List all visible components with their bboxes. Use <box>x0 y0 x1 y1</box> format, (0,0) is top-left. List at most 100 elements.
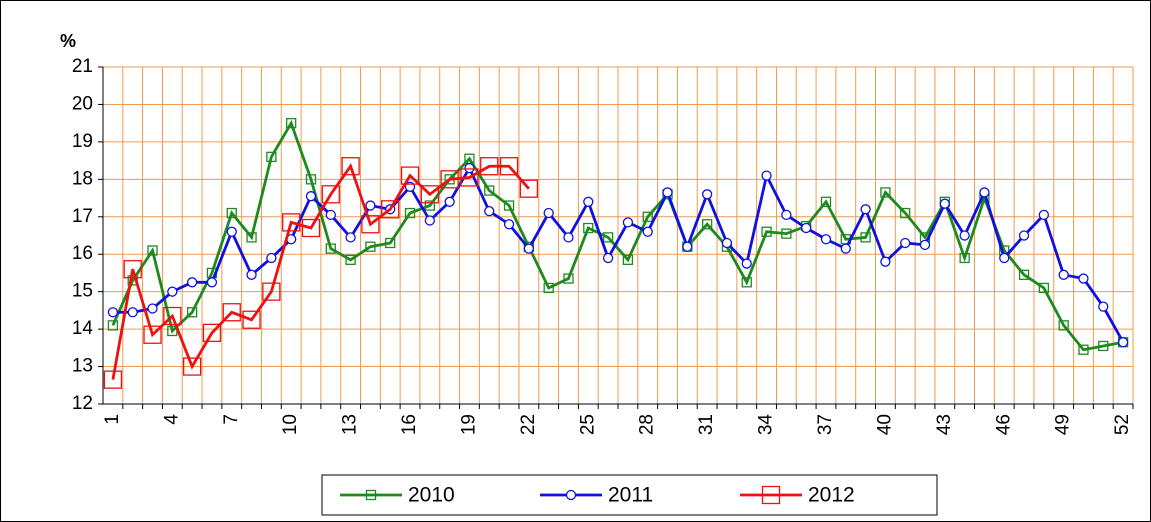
point <box>583 196 594 207</box>
y-tick-label: 17 <box>72 206 93 227</box>
point <box>860 204 871 215</box>
point <box>642 211 653 222</box>
point <box>325 243 336 254</box>
point <box>365 489 377 501</box>
point <box>860 232 871 243</box>
point <box>642 226 653 237</box>
point <box>345 232 356 243</box>
point <box>1098 301 1109 312</box>
point <box>381 200 400 219</box>
legend-label: 2012 <box>808 484 855 507</box>
point <box>147 245 158 256</box>
y-tick-label: 20 <box>72 93 93 114</box>
point <box>206 277 218 288</box>
x-tick-label: 46 <box>993 414 1014 435</box>
point <box>761 226 772 237</box>
x-tick-label: 13 <box>340 414 361 435</box>
point <box>246 232 257 243</box>
point <box>305 174 317 185</box>
point <box>979 187 990 198</box>
legend-label: 2011 <box>608 484 653 507</box>
point <box>1098 340 1109 352</box>
point <box>682 241 693 252</box>
point <box>266 151 277 163</box>
y-tick-label: 12 <box>72 393 93 414</box>
point <box>1058 269 1069 280</box>
point <box>583 222 594 234</box>
point <box>1078 344 1089 355</box>
point <box>480 157 499 176</box>
point <box>781 209 792 221</box>
x-tick-label: 34 <box>756 414 777 436</box>
series-line <box>111 163 530 380</box>
x-tick-label: 16 <box>399 414 420 435</box>
series-line <box>111 119 1124 352</box>
point <box>484 206 495 217</box>
x-tick-label: 22 <box>518 414 539 435</box>
point <box>484 185 495 196</box>
point <box>900 237 911 249</box>
point <box>127 307 138 318</box>
x-tick-label: 10 <box>280 414 301 435</box>
point <box>242 310 261 329</box>
point <box>543 207 554 219</box>
point <box>840 243 851 254</box>
point <box>563 273 574 284</box>
point <box>107 320 119 331</box>
point <box>622 217 634 228</box>
point <box>226 226 237 237</box>
y-tick-label: 19 <box>72 131 93 152</box>
x-tick-label: 7 <box>221 414 242 425</box>
x-tick-label: 31 <box>696 414 717 435</box>
y-tick-label: 16 <box>72 243 93 264</box>
point <box>503 200 515 211</box>
point <box>341 157 360 176</box>
x-tick-label: 49 <box>1053 414 1074 435</box>
x-tick-label: 25 <box>577 414 598 435</box>
point <box>321 185 340 204</box>
y-tick-label: 14 <box>72 318 94 339</box>
legend-label: 2010 <box>408 484 455 507</box>
point <box>167 286 178 297</box>
point <box>523 243 535 254</box>
x-tick-label: 19 <box>458 414 479 435</box>
point <box>464 162 475 174</box>
point <box>305 191 317 202</box>
point <box>186 307 198 318</box>
point <box>385 237 396 249</box>
point <box>400 166 420 185</box>
point <box>820 234 832 245</box>
point <box>1018 230 1030 241</box>
point <box>939 198 950 209</box>
point <box>123 260 142 279</box>
point <box>361 215 380 234</box>
point <box>282 213 301 232</box>
point <box>721 237 733 249</box>
point <box>959 230 970 241</box>
point <box>202 323 222 343</box>
point <box>262 282 281 301</box>
point <box>741 258 752 269</box>
point <box>420 185 439 204</box>
point <box>226 207 237 219</box>
y-tick-label: 15 <box>72 281 93 302</box>
point <box>801 222 812 234</box>
y-tick-label: 18 <box>72 168 93 189</box>
x-tick-label: 43 <box>934 414 955 435</box>
point <box>563 232 574 243</box>
point <box>404 207 416 219</box>
point <box>1078 273 1089 284</box>
point <box>543 282 554 294</box>
point <box>440 170 459 189</box>
point <box>1058 320 1069 331</box>
point <box>1038 209 1050 221</box>
point <box>503 219 515 230</box>
point <box>424 215 435 226</box>
point <box>186 277 198 288</box>
point <box>143 325 162 344</box>
point <box>919 239 931 251</box>
point <box>1018 269 1030 280</box>
point <box>222 303 241 322</box>
y-tick-label: 13 <box>72 356 93 377</box>
